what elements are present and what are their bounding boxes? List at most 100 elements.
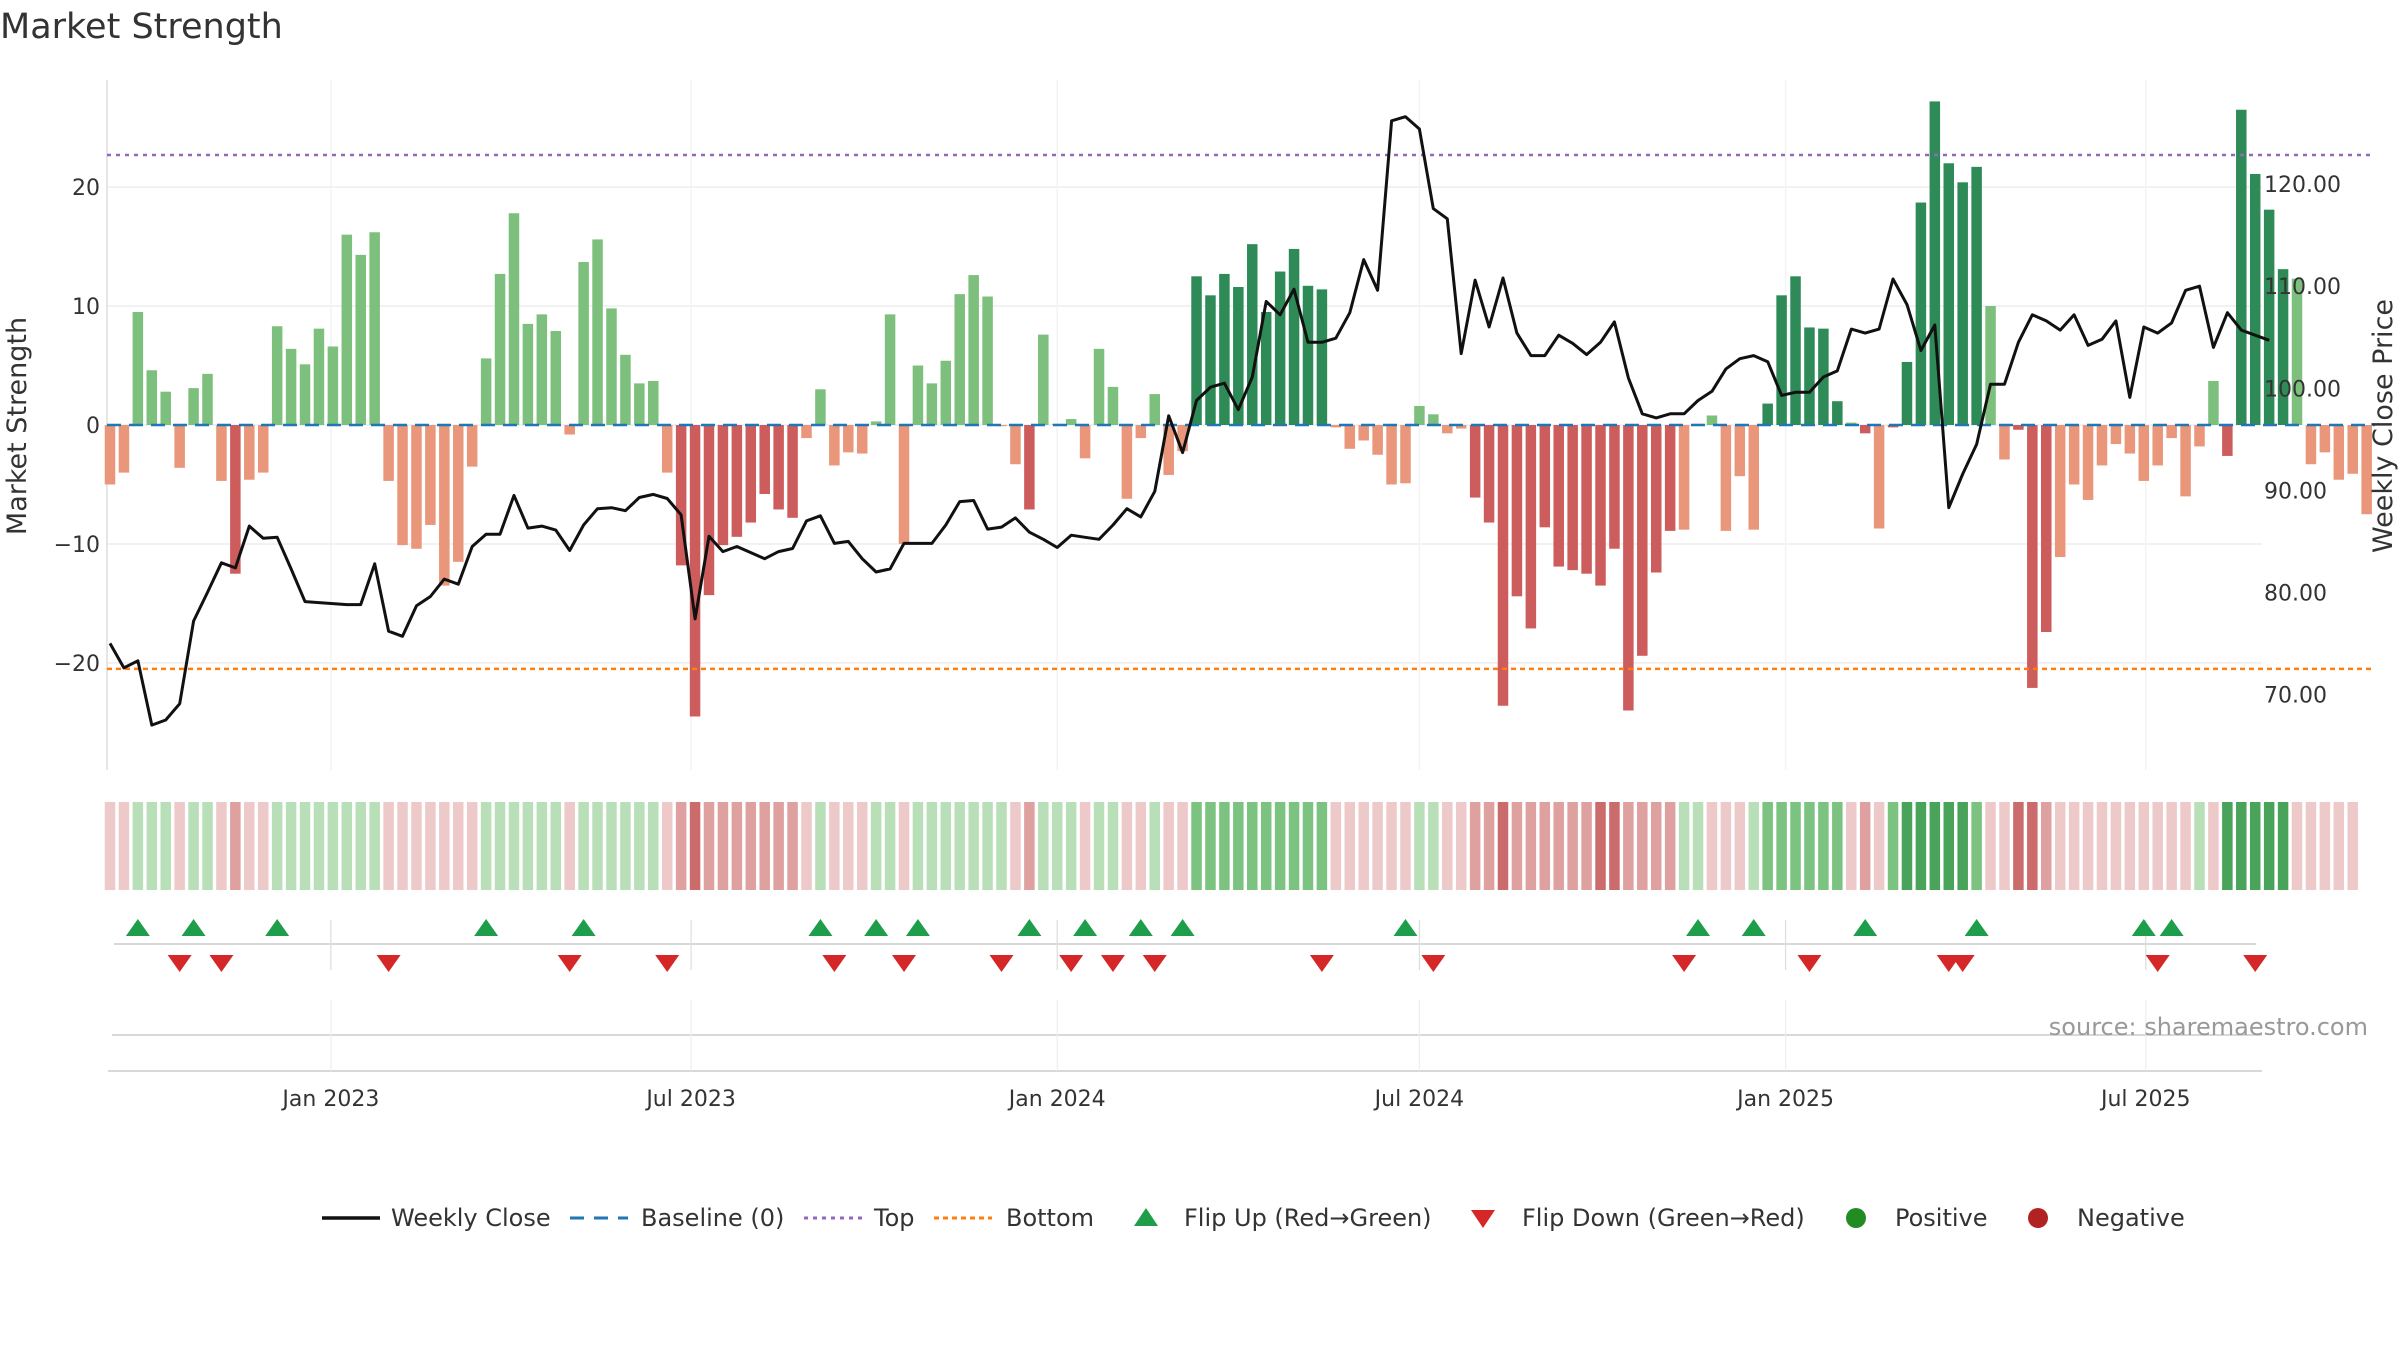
strength-bar [341, 234, 353, 425]
flip-down-marker [2145, 955, 2170, 972]
right-axis-title: Weekly Close Price [2368, 299, 2399, 553]
regime-cell [801, 802, 812, 890]
regime-cell [2319, 802, 2331, 890]
regime-cell [1915, 802, 1927, 890]
regime-cell [1525, 802, 1537, 890]
regime-cell [1957, 802, 1968, 890]
regime-cell [285, 802, 297, 890]
strength-bar [1929, 101, 1941, 426]
strength-bar [856, 425, 868, 454]
strength-bar [606, 308, 617, 425]
regime-cell [1093, 802, 1105, 890]
regime-cell [1038, 802, 1049, 890]
regime-cell [480, 802, 492, 890]
legend-swatch [1134, 1208, 1158, 1226]
strength-bar [244, 425, 255, 480]
regime-cell [1678, 802, 1690, 890]
legend-swatch [2028, 1208, 2048, 1228]
x-tick-label: Jan 2024 [1007, 1087, 1106, 1112]
strength-bar [1414, 405, 1425, 425]
regime-cell [912, 802, 924, 890]
regime-cell [1455, 802, 1467, 890]
strength-bar [1804, 327, 1815, 425]
strength-bar [313, 328, 325, 425]
regime-cell [550, 802, 562, 890]
regime-cell [118, 802, 130, 890]
left-tick-label: −20 [54, 652, 100, 677]
legend-label: Weekly Close [391, 1204, 551, 1232]
regime-cell [188, 802, 199, 890]
legend-item: Top [804, 1204, 915, 1232]
regime-cell [174, 802, 185, 890]
strength-bar [592, 239, 603, 425]
strength-bar [1288, 248, 1300, 425]
strength-bar [1650, 425, 1662, 573]
right-tick-label: 110.00 [2264, 275, 2341, 300]
regime-cell [1065, 802, 1077, 890]
strength-bar [299, 364, 311, 425]
regime-cell [2180, 802, 2191, 890]
regime-cell [1302, 802, 1314, 890]
strength-bar [1400, 425, 1411, 484]
strength-bar [202, 373, 213, 425]
strength-bar [271, 326, 283, 425]
regime-cell [926, 802, 938, 890]
regime-cell [982, 802, 993, 890]
strength-bar [2110, 425, 2122, 445]
regime-cell [2027, 802, 2038, 890]
legend-label: Positive [1895, 1204, 1988, 1232]
regime-cell [508, 802, 520, 890]
regime-cell [759, 802, 770, 890]
strength-bar [1302, 285, 1314, 425]
regime-cell [2263, 802, 2275, 890]
strength-bar [815, 389, 826, 425]
regime-cell [578, 802, 589, 890]
strength-bar [1581, 425, 1592, 574]
flip-down-marker [2243, 955, 2268, 972]
regime-cell [2152, 802, 2163, 890]
strength-bar [1497, 425, 1509, 706]
regime-cell [439, 802, 450, 890]
regime-cell [564, 802, 575, 890]
strength-bar [759, 425, 770, 494]
regime-cell [815, 802, 826, 890]
regime-cell [1999, 802, 2010, 890]
regime-cell [244, 802, 255, 890]
strength-bar [1762, 403, 1773, 425]
bottom-panel [108, 1000, 2262, 1072]
regime-cell [2236, 802, 2247, 890]
flip-panel [114, 919, 2268, 972]
legend: Weekly Close Baseline (0) Top Bottom Flip Up… [322, 1204, 2185, 1232]
legend-label: Flip Up (Red→Green) [1184, 1204, 1432, 1232]
strength-bar [996, 425, 1007, 427]
regime-cell [2124, 802, 2136, 890]
regime-cell [703, 802, 715, 890]
strength-bar [257, 425, 269, 473]
flip-down-marker [1142, 955, 1167, 972]
strength-bar [1539, 425, 1551, 528]
strength-bar [2027, 425, 2038, 688]
strength-bar [1093, 348, 1105, 425]
flip-up-marker [1964, 919, 1989, 936]
x-axis-ticks: Jan 2023 Jul 2023 Jan 2024 Jul 2024 Jan 2025… [280, 1087, 2190, 1112]
strength-bar [1595, 425, 1606, 586]
strength-bar [2249, 173, 2261, 425]
strength-bar [1428, 414, 1439, 425]
legend-item: Flip Down (Green→Red) [1471, 1204, 1805, 1232]
flip-up-marker [864, 919, 889, 936]
strength-bar [1219, 273, 1230, 425]
strength-bar [1149, 394, 1160, 425]
strength-bar [132, 311, 144, 425]
regime-cell [1414, 802, 1425, 890]
strength-bar [355, 254, 366, 425]
regime-cell [1553, 802, 1564, 890]
left-axis-ticks: 20 10 0 −10 −20 [54, 176, 100, 677]
regime-cell [453, 802, 464, 890]
strength-bar [1790, 276, 1801, 425]
strength-bar [1678, 425, 1690, 530]
regime-cell [2249, 802, 2261, 890]
regime-cell [968, 802, 979, 890]
regime-cell [160, 802, 171, 890]
strength-bar [968, 275, 979, 425]
regime-cell [2194, 802, 2205, 890]
